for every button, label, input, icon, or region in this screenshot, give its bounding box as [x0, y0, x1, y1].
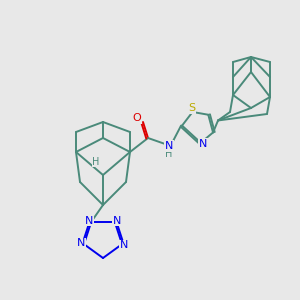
Text: N: N: [199, 139, 207, 149]
Text: H: H: [92, 157, 100, 167]
Text: N: N: [165, 141, 173, 151]
Text: S: S: [188, 103, 195, 113]
Text: N: N: [77, 238, 85, 248]
Text: N: N: [112, 216, 121, 226]
Text: O: O: [133, 113, 141, 123]
Text: N: N: [120, 240, 128, 250]
Text: H: H: [165, 149, 173, 159]
Text: N: N: [85, 216, 93, 226]
